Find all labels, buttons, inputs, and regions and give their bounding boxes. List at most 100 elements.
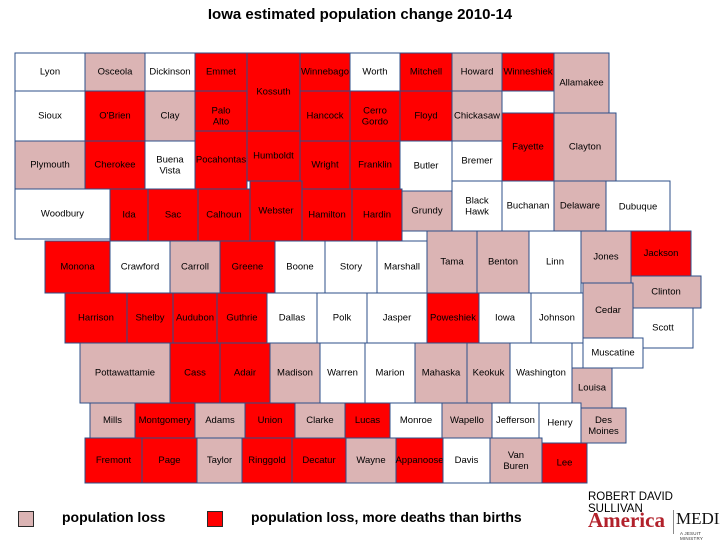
county-label-palo-alto: Palo Alto [211,105,230,127]
county-label-dickinson: Dickinson [149,67,190,78]
county-shape-clarke [294,402,346,439]
county-label-keokuk: Keokuk [473,368,505,379]
county-shape-audubon [172,292,218,344]
county-shape-grundy [401,190,453,232]
county-label-lucas: Lucas [355,415,381,426]
county-label-sioux: Sioux [38,111,62,122]
county-franklin: Franklin [349,140,401,190]
county-label-cerro-gordo: Cerro Gordo [362,105,388,127]
county-shape-delaware [553,180,607,232]
county-label-sac: Sac [165,210,182,221]
county-taylor: Taylor [196,437,243,484]
county-label-guthrie: Guthrie [226,313,257,324]
county-label-montgomery: Montgomery [139,415,192,426]
county-crawford: Crawford [109,240,171,294]
county-henry: Henry [538,402,582,444]
county-shape-mitchell [399,52,453,92]
county-label-mahaska: Mahaska [422,368,461,379]
county-calhoun: Calhoun [197,188,251,242]
county-audubon: Audubon [172,292,218,344]
county-shape-crawford [109,240,171,294]
county-label-plymouth: Plymouth [30,160,70,171]
county-label-dallas: Dallas [279,313,306,324]
legend-label-loss: population loss [62,509,166,525]
county-label-fremont: Fremont [96,455,132,466]
county-label-jones: Jones [593,252,619,263]
county-plymouth: Plymouth [14,140,86,190]
county-shape-marshall [376,240,428,294]
county-label-clarke: Clarke [306,415,333,426]
county-jasper: Jasper [366,292,428,344]
county-shape-ringgold [241,437,293,484]
county-chickasaw: Chickasaw [451,90,503,142]
county-shelby: Shelby [126,292,174,344]
county-label-buchanan: Buchanan [507,201,550,212]
county-label-worth: Worth [362,67,387,78]
county-shape-pocahontas [194,130,248,190]
county-sac: Sac [147,188,199,242]
county-shape-winnebago [299,52,351,92]
county-page: Page [141,437,198,484]
county-shape-clay [144,90,196,142]
county-polk: Polk [316,292,368,344]
county-shape-hardin [351,188,403,242]
county-label-marshall: Marshall [384,262,420,273]
county-shape-guthrie [216,292,268,344]
county-montgomery: Montgomery [134,402,196,439]
county-harrison: Harrison [64,292,128,344]
county-greene: Greene [219,240,276,294]
county-label-carroll: Carroll [181,262,209,273]
county-shape-mahaska [414,342,468,404]
county-shape-linn [528,230,582,294]
county-label-crawford: Crawford [121,262,160,273]
county-o-brien: O'Brien [84,90,146,142]
county-label-winneshiek: Winneshiek [503,67,552,78]
county-shape-des-moines [580,407,627,444]
county-label-jackson: Jackson [644,248,679,259]
county-union: Union [244,402,296,439]
county-shape-polk [316,292,368,344]
county-adair: Adair [219,342,271,404]
county-jones: Jones [580,230,632,284]
county-shape-bremer [451,140,503,182]
county-label-hamilton: Hamilton [308,210,346,221]
county-davis: Davis [442,437,491,484]
county-label-henry: Henry [547,418,573,429]
county-shape-jasper [366,292,428,344]
county-label-iowa: Iowa [495,313,516,324]
county-label-wapello: Wapello [450,415,484,426]
county-shape-cherokee [84,140,146,190]
county-decatur: Decatur [291,437,347,484]
county-wright: Wright [299,140,351,190]
county-cerro-gordo: Cerro Gordo [349,90,401,142]
county-label-shelby: Shelby [135,313,164,324]
county-label-johnson: Johnson [539,313,575,324]
county-mahaska: Mahaska [414,342,468,404]
county-shape-harrison [64,292,128,344]
county-label-buena-vista: Buena Vista [156,154,184,176]
county-label-warren: Warren [327,368,358,379]
county-label-pocahontas: Pocahontas [196,155,246,166]
county-osceola: Osceola [84,52,146,92]
county-label-polk: Polk [333,313,352,324]
county-dallas: Dallas [266,292,318,344]
county-keokuk: Keokuk [466,342,511,404]
county-clarke: Clarke [294,402,346,439]
county-carroll: Carroll [169,240,221,294]
county-louisa: Louisa [571,367,613,409]
county-ringgold: Ringgold [241,437,293,484]
county-mitchell: Mitchell [399,52,453,92]
county-shape-o-brien [84,90,146,142]
county-label-calhoun: Calhoun [206,210,241,221]
county-label-humboldt: Humboldt [253,151,294,162]
county-label-hancock: Hancock [307,111,344,122]
county-label-des-moines: Des Moines [588,415,619,437]
county-wayne: Wayne [345,437,397,484]
county-winnebago: Winnebago [299,52,351,92]
county-shape-johnson [530,292,584,344]
county-monona: Monona [44,240,111,294]
county-shape-winneshiek [501,52,555,92]
county-jackson: Jackson [630,230,692,277]
